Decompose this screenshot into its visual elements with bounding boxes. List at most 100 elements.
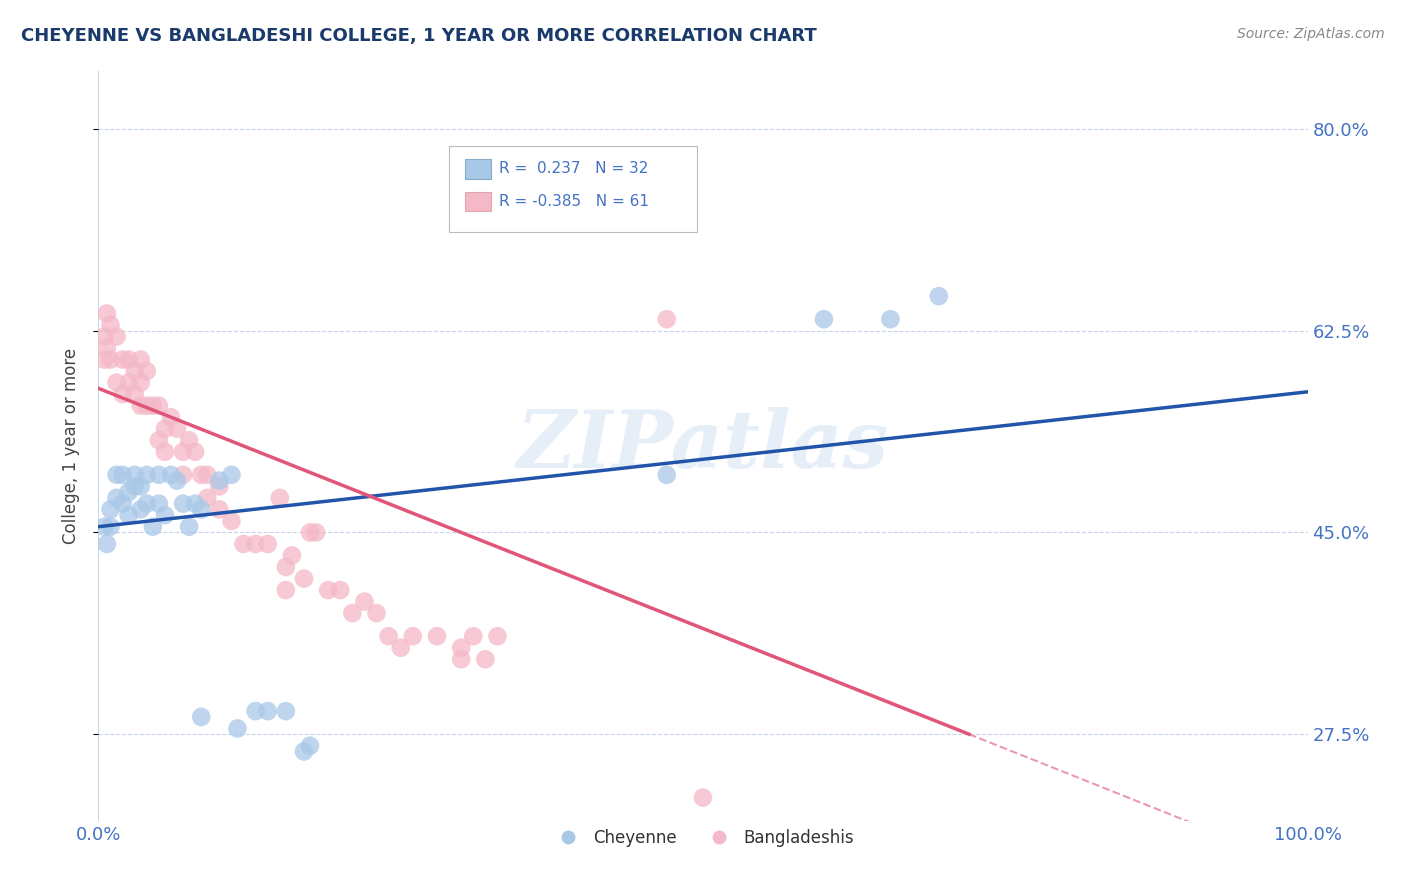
Point [172,444,194,458]
Point [353,594,375,608]
Point [274,704,297,718]
Point [142,399,165,413]
Point [928,289,950,303]
Point [96,537,118,551]
Point [153,508,176,523]
Text: Source: ZipAtlas.com: Source: ZipAtlas.com [1237,27,1385,41]
Point [195,467,218,482]
Point [148,434,170,448]
Point [96,341,118,355]
Point [118,485,141,500]
Point [105,376,128,390]
Point [226,722,249,736]
Point [463,629,485,643]
Text: CHEYENNE VS BANGLADESHI COLLEGE, 1 YEAR OR MORE CORRELATION CHART: CHEYENNE VS BANGLADESHI COLLEGE, 1 YEAR … [21,27,817,45]
Legend: Cheyenne, Bangladeshis: Cheyenne, Bangladeshis [546,822,860,854]
Point [100,502,122,516]
Point [111,387,134,401]
Point [474,652,496,666]
Point [221,514,243,528]
Point [221,467,243,482]
Point [105,491,128,505]
Point [124,467,146,482]
Point [129,502,152,516]
Text: ZIPatlas: ZIPatlas [517,408,889,484]
Point [142,519,165,533]
Point [93,352,115,367]
Point [245,537,267,551]
Point [166,474,188,488]
Point [96,306,118,320]
Point [135,399,157,413]
Point [118,352,141,367]
Point [160,410,183,425]
Point [129,479,152,493]
FancyBboxPatch shape [465,192,492,211]
Point [172,497,194,511]
Point [486,629,509,643]
Point [172,467,194,482]
Text: R =  0.237   N = 32: R = 0.237 N = 32 [499,161,648,177]
Point [105,467,128,482]
Point [450,640,472,655]
Point [274,560,297,574]
Point [135,364,157,378]
Point [208,479,231,493]
Point [148,467,170,482]
Point [135,497,157,511]
Point [692,790,714,805]
Point [195,491,218,505]
Point [450,652,472,666]
Point [879,312,901,326]
Point [316,583,339,598]
Point [129,399,152,413]
Point [426,629,449,643]
Point [190,710,212,724]
Point [124,387,146,401]
Point [274,583,297,598]
Point [389,640,412,655]
FancyBboxPatch shape [465,159,492,178]
Point [100,352,122,367]
Point [179,519,201,533]
Point [190,502,212,516]
Point [153,422,176,436]
Point [232,537,254,551]
Point [402,629,425,643]
Point [129,352,152,367]
Text: R = -0.385   N = 61: R = -0.385 N = 61 [499,194,648,210]
Point [100,318,122,332]
Point [179,434,201,448]
Point [93,519,115,533]
Y-axis label: College, 1 year or more: College, 1 year or more [62,348,80,544]
Point [160,467,183,482]
Point [245,704,267,718]
Point [184,444,207,458]
Point [281,549,304,563]
Point [184,497,207,511]
Point [299,739,322,753]
Point [111,352,134,367]
Point [366,606,388,620]
Point [190,467,212,482]
Point [292,572,315,586]
Point [305,525,328,540]
Point [377,629,399,643]
Point [813,312,835,326]
Point [148,497,170,511]
Point [148,399,170,413]
Point [329,583,352,598]
FancyBboxPatch shape [449,146,697,233]
Point [292,744,315,758]
Point [111,467,134,482]
Point [655,312,678,326]
Point [153,444,176,458]
Point [256,704,278,718]
Point [118,508,141,523]
Point [135,467,157,482]
Point [208,502,231,516]
Point [129,376,152,390]
Point [111,497,134,511]
Point [105,329,128,343]
Point [100,519,122,533]
